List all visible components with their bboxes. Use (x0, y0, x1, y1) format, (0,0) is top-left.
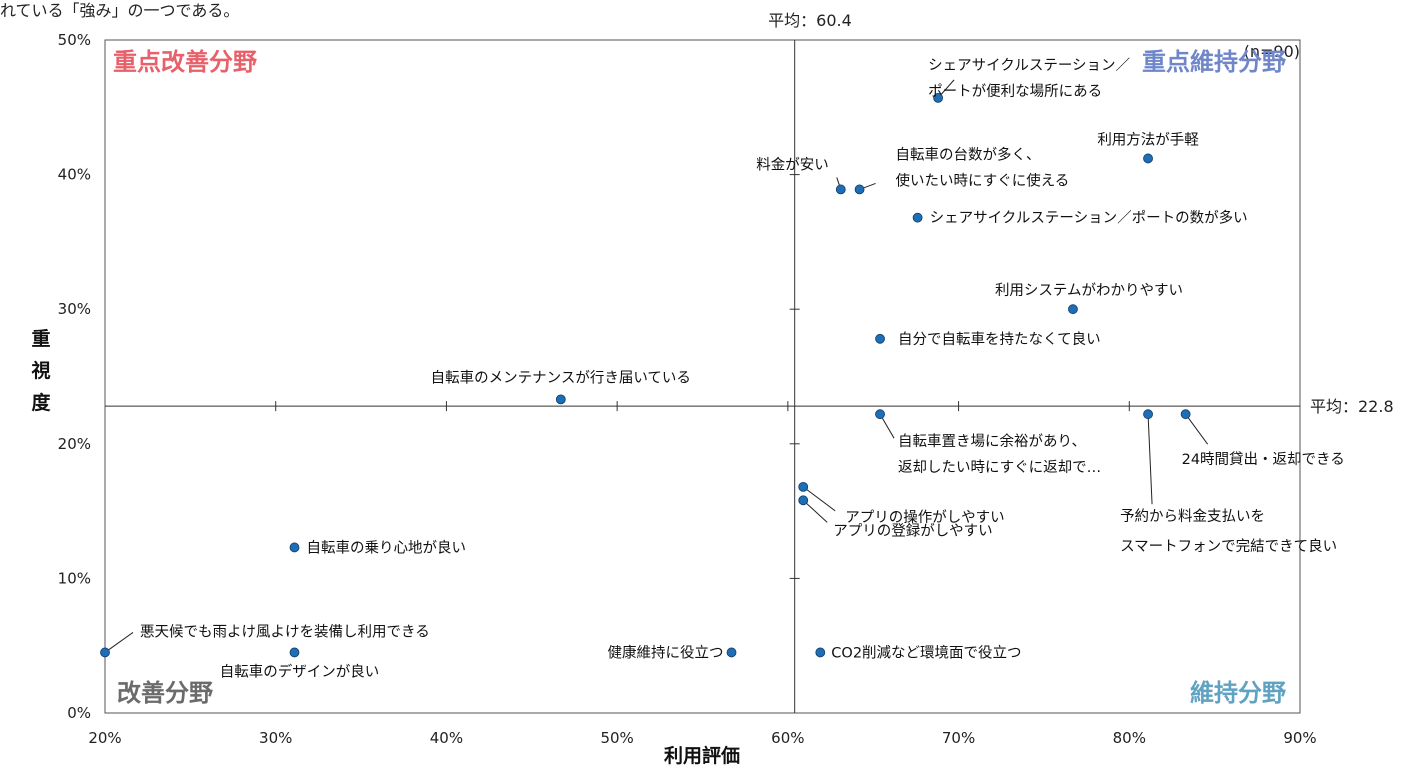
point-label: 健康維持に役立つ (608, 644, 724, 661)
x-tick-label: 70% (942, 729, 975, 747)
y-tick-label: 40% (58, 166, 91, 184)
data-point (815, 647, 826, 658)
leader-line (1147, 414, 1153, 505)
x-tick-label: 40% (430, 729, 463, 747)
point-label: 自転車置き場に余裕があり、 (898, 432, 1086, 450)
leader-lines (104, 79, 1209, 653)
data-points (100, 92, 1191, 658)
data-point (289, 647, 300, 658)
x-tick-label: 90% (1283, 729, 1316, 747)
point-label: シェアサイクルステーション／ (928, 57, 1130, 74)
data-point (1068, 304, 1078, 315)
plot-frame (104, 39, 1301, 714)
x-tick-label: 60% (771, 729, 804, 747)
point-label: 自転車のデザインが良い (220, 662, 380, 680)
quadrant-label: 維持分野 (1190, 679, 1286, 707)
caption-fragment: れている「強み」の一つである。 (0, 1, 239, 20)
point-label: 自転車のメンテナンスが行き届いている (431, 369, 691, 386)
point-label: 利用方法が手軽 (1097, 131, 1199, 148)
y-axis-label-char: 重 (31, 328, 50, 350)
point-label: 利用システムがわかりやすい (995, 282, 1183, 299)
data-point (1143, 153, 1153, 164)
data-point (555, 394, 566, 405)
y-tick-label: 10% (58, 569, 91, 587)
leader-line (802, 499, 828, 523)
data-point (289, 542, 300, 553)
point-label: アプリの操作がしやすい (845, 509, 1004, 526)
point-label: 自分で自転車を持たなくて良い (898, 331, 1101, 348)
data-point (875, 409, 885, 420)
point-labels: シェアサイクルステーション／ポートが便利な場所にある利用方法が手軽料金が安い自転… (140, 57, 1345, 681)
point-label: 料金が安い (756, 156, 829, 173)
point-label: 24時間貸出・返却できる (1182, 451, 1345, 468)
data-point (798, 481, 809, 492)
quadrant-label: 重点改善分野 (113, 48, 257, 76)
leader-line (802, 486, 836, 512)
data-point (875, 333, 885, 344)
point-label: 返却したい時にすぐに返却で… (898, 459, 1101, 476)
y-mean-label: 平均：22.8 (1310, 397, 1394, 416)
point-label: スマートフォンで完結できて良い (1120, 538, 1337, 555)
quadrant-label: 改善分野 (117, 679, 213, 707)
x-tick-label: 80% (1113, 729, 1146, 747)
y-tick-label: 30% (58, 300, 91, 318)
point-label: ポートが便利な場所にある (928, 83, 1102, 100)
point-label: 自転車の乗り心地が良い (306, 539, 466, 556)
data-point (726, 647, 737, 658)
x-tick-label: 30% (259, 729, 292, 747)
data-point (933, 92, 943, 103)
plot-area: 20% 30% 40% 50% 60% 70% 80% 90% 0% 10% 20% 30% 40% 50… (58, 31, 1317, 747)
point-label: 悪天候でも雨よけ風よけを装備し利用できる (140, 623, 430, 640)
data-point (1180, 409, 1191, 420)
point-label: CO2削減など環境面で役立つ (831, 643, 1021, 661)
x-tick-label: 50% (600, 729, 633, 747)
data-point (798, 495, 809, 506)
point-label: シェアサイクルステーション／ポートの数が多い (930, 210, 1248, 227)
y-axis-label-char: 度 (31, 391, 51, 414)
y-axis-label-char: 視 (30, 359, 50, 382)
x-tick-label: 20% (88, 729, 121, 747)
y-tick-label: 20% (58, 435, 91, 453)
point-label: 使いたい時にすぐに使える (896, 172, 1070, 189)
data-point (854, 184, 865, 195)
data-point (912, 212, 923, 223)
x-mean-label: 平均：60.4 (768, 11, 852, 30)
y-tick-label: 50% (58, 31, 91, 49)
point-label: 予約から料金支払いを (1120, 508, 1265, 525)
data-point (1143, 409, 1153, 420)
leader-line (1185, 413, 1209, 445)
leader-line (104, 632, 134, 653)
point-label: 自転車の台数が多く、 (896, 146, 1041, 163)
y-tick-label: 0% (67, 704, 91, 722)
point-label: アプリの登録がしやすい (833, 522, 992, 539)
y-axis-label: 重視度 (30, 328, 51, 414)
x-axis-label: 利用評価 (664, 744, 740, 767)
data-point (835, 184, 846, 195)
sample-note: (n=90) (1244, 42, 1300, 61)
quadrant-label: 重点維持分野 (1142, 48, 1286, 76)
data-point (100, 647, 110, 658)
